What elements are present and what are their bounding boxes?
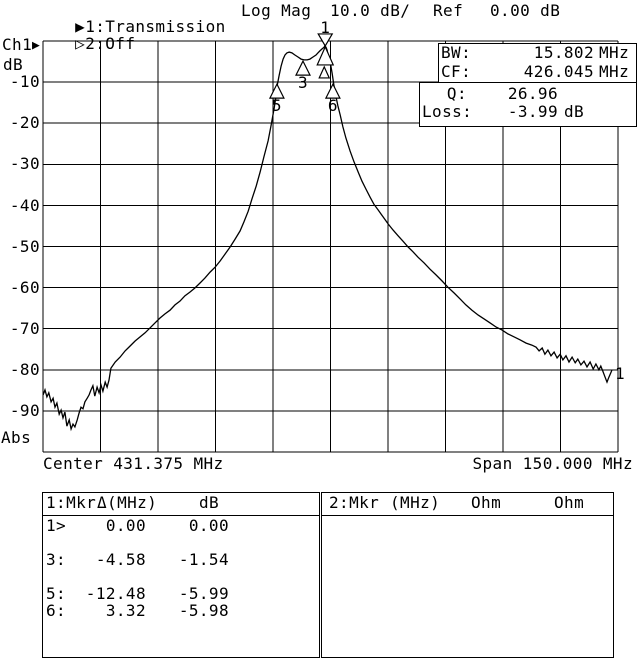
ohm-column-header: Ohm [554, 493, 585, 512]
trace1-label: 1:Transmission [85, 17, 226, 36]
bandwidth-readout-box: BW: 15.802 MHz CF: 426.045 MHz [438, 43, 637, 84]
measurement-label: Q: [446, 84, 467, 103]
ref-label: Ref [433, 1, 464, 20]
marker-delta-value: -4.58 [95, 550, 146, 569]
marker-table-ch1: 1:Mkr Δ(MHz) dB 1> 0.00 0.00 3: -4.58 -1… [42, 492, 320, 658]
marker-table-title: 1:Mkr [46, 493, 97, 512]
marker-row-label: 6: [46, 601, 67, 620]
plot: 1 35 6 [42, 18, 619, 453]
channel-arrow-icon: ▶ [32, 38, 41, 53]
marker-table-title: 2:Mkr [329, 493, 380, 512]
marker-db-value: -5.98 [178, 601, 229, 620]
marker-row: 5: -12.48 -5.99 [43, 586, 319, 603]
marker-delta-value: 3.32 [105, 601, 146, 620]
measurement-value: 426.045 [523, 62, 594, 81]
scale-per-division: 10.0 dB/ [330, 1, 411, 20]
trace2-selector: ▷2:Off [35, 20, 135, 68]
ohm-column-header: Ohm [471, 493, 502, 512]
db-column-header: dB [199, 493, 220, 512]
measurement-row: Q: 26.96 [420, 86, 636, 105]
marker-delta-value: -12.48 [85, 584, 146, 603]
y-axis-tick: -20 [9, 113, 40, 132]
marker-db-value: -5.99 [178, 584, 229, 603]
measurement-value: 26.96 [507, 84, 558, 103]
y-axis-tick: -90 [9, 401, 40, 420]
y-axis-tick: -30 [9, 154, 40, 173]
measurement-label: CF: [441, 62, 472, 81]
y-axis-tick: -80 [9, 360, 40, 379]
measurement-row: Loss: -3.99 dB [420, 104, 636, 123]
amplitude-unit-label: dB [3, 55, 24, 74]
marker-row-label: 5: [46, 584, 67, 603]
measurement-value: 15.802 [533, 43, 594, 62]
marker-row: 3: -4.58 -1.54 [43, 552, 319, 569]
table-divider [322, 515, 613, 516]
q-loss-readout-box: Q: 26.96 Loss: -3.99 dB [419, 82, 637, 127]
marker-3-label: 3 [298, 73, 308, 92]
inactive-trace-arrow-icon: ▷ [75, 34, 86, 53]
marker-db-value: 0.00 [188, 516, 229, 535]
trace-end-marker-label: 1 [615, 364, 626, 383]
y-axis-tick: -10 [9, 72, 40, 91]
freq-column-header: (MHz) [390, 493, 441, 512]
marker-5-label: 5 [272, 96, 282, 115]
marker-1-label: 1 [320, 18, 330, 37]
marker-table-header: 2:Mkr (MHz) Ohm Ohm [322, 495, 613, 512]
y-axis-tick: -70 [9, 319, 40, 338]
measurement-label: Loss: [422, 102, 473, 121]
y-axis-tick: -50 [9, 237, 40, 256]
marker-row-label: 1> [46, 516, 67, 535]
measurement-unit: dB [564, 102, 585, 121]
marker-table-ch2: 2:Mkr (MHz) Ohm Ohm [321, 492, 614, 658]
marker-row: 1> 0.00 0.00 [43, 518, 319, 535]
abs-scale-label: Abs [1, 428, 32, 447]
measurement-row: CF: 426.045 MHz [439, 64, 636, 83]
marker-6-label: 6 [328, 96, 338, 115]
measurement-value: -3.99 [507, 102, 558, 121]
marker-table-header: 1:Mkr Δ(MHz) dB [43, 495, 319, 512]
measurement-unit: MHz [599, 62, 630, 81]
measurement-row: BW: 15.802 MHz [439, 45, 636, 64]
channel-label: Ch1 [2, 35, 33, 54]
trace-ch1 [42, 44, 613, 432]
marker-1-symbol [317, 33, 334, 48]
marker-row: 6: 3.32 -5.98 [43, 603, 319, 620]
y-axis-tick: -40 [9, 196, 40, 215]
marker-3-symbol [295, 59, 311, 76]
marker-row-label: 3: [46, 550, 67, 569]
delta-column-header: Δ(MHz) [97, 493, 158, 512]
y-axis-tick: -60 [9, 278, 40, 297]
marker-delta-value: 0.00 [105, 516, 146, 535]
measurement-format: Log Mag [241, 1, 312, 20]
marker-6-symbol [324, 82, 341, 99]
table-divider [43, 515, 319, 516]
marker-1-reference-symbol [316, 45, 335, 66]
marker-5-symbol [268, 82, 285, 99]
measurement-label: BW: [441, 43, 472, 62]
marker-small-symbol [318, 65, 331, 79]
active-trace-arrow-icon: ▶ [75, 17, 86, 36]
trace1-selector: ▶1:Transmission [35, 3, 226, 51]
marker-db-value: -1.54 [178, 550, 229, 569]
measurement-unit: MHz [599, 43, 630, 62]
ref-value: 0.00 dB [490, 1, 561, 20]
span-label: Span 150.000 MHz [472, 454, 633, 473]
trace2-label: 2:Off [85, 34, 136, 53]
center-frequency-label: Center 431.375 MHz [43, 454, 224, 473]
